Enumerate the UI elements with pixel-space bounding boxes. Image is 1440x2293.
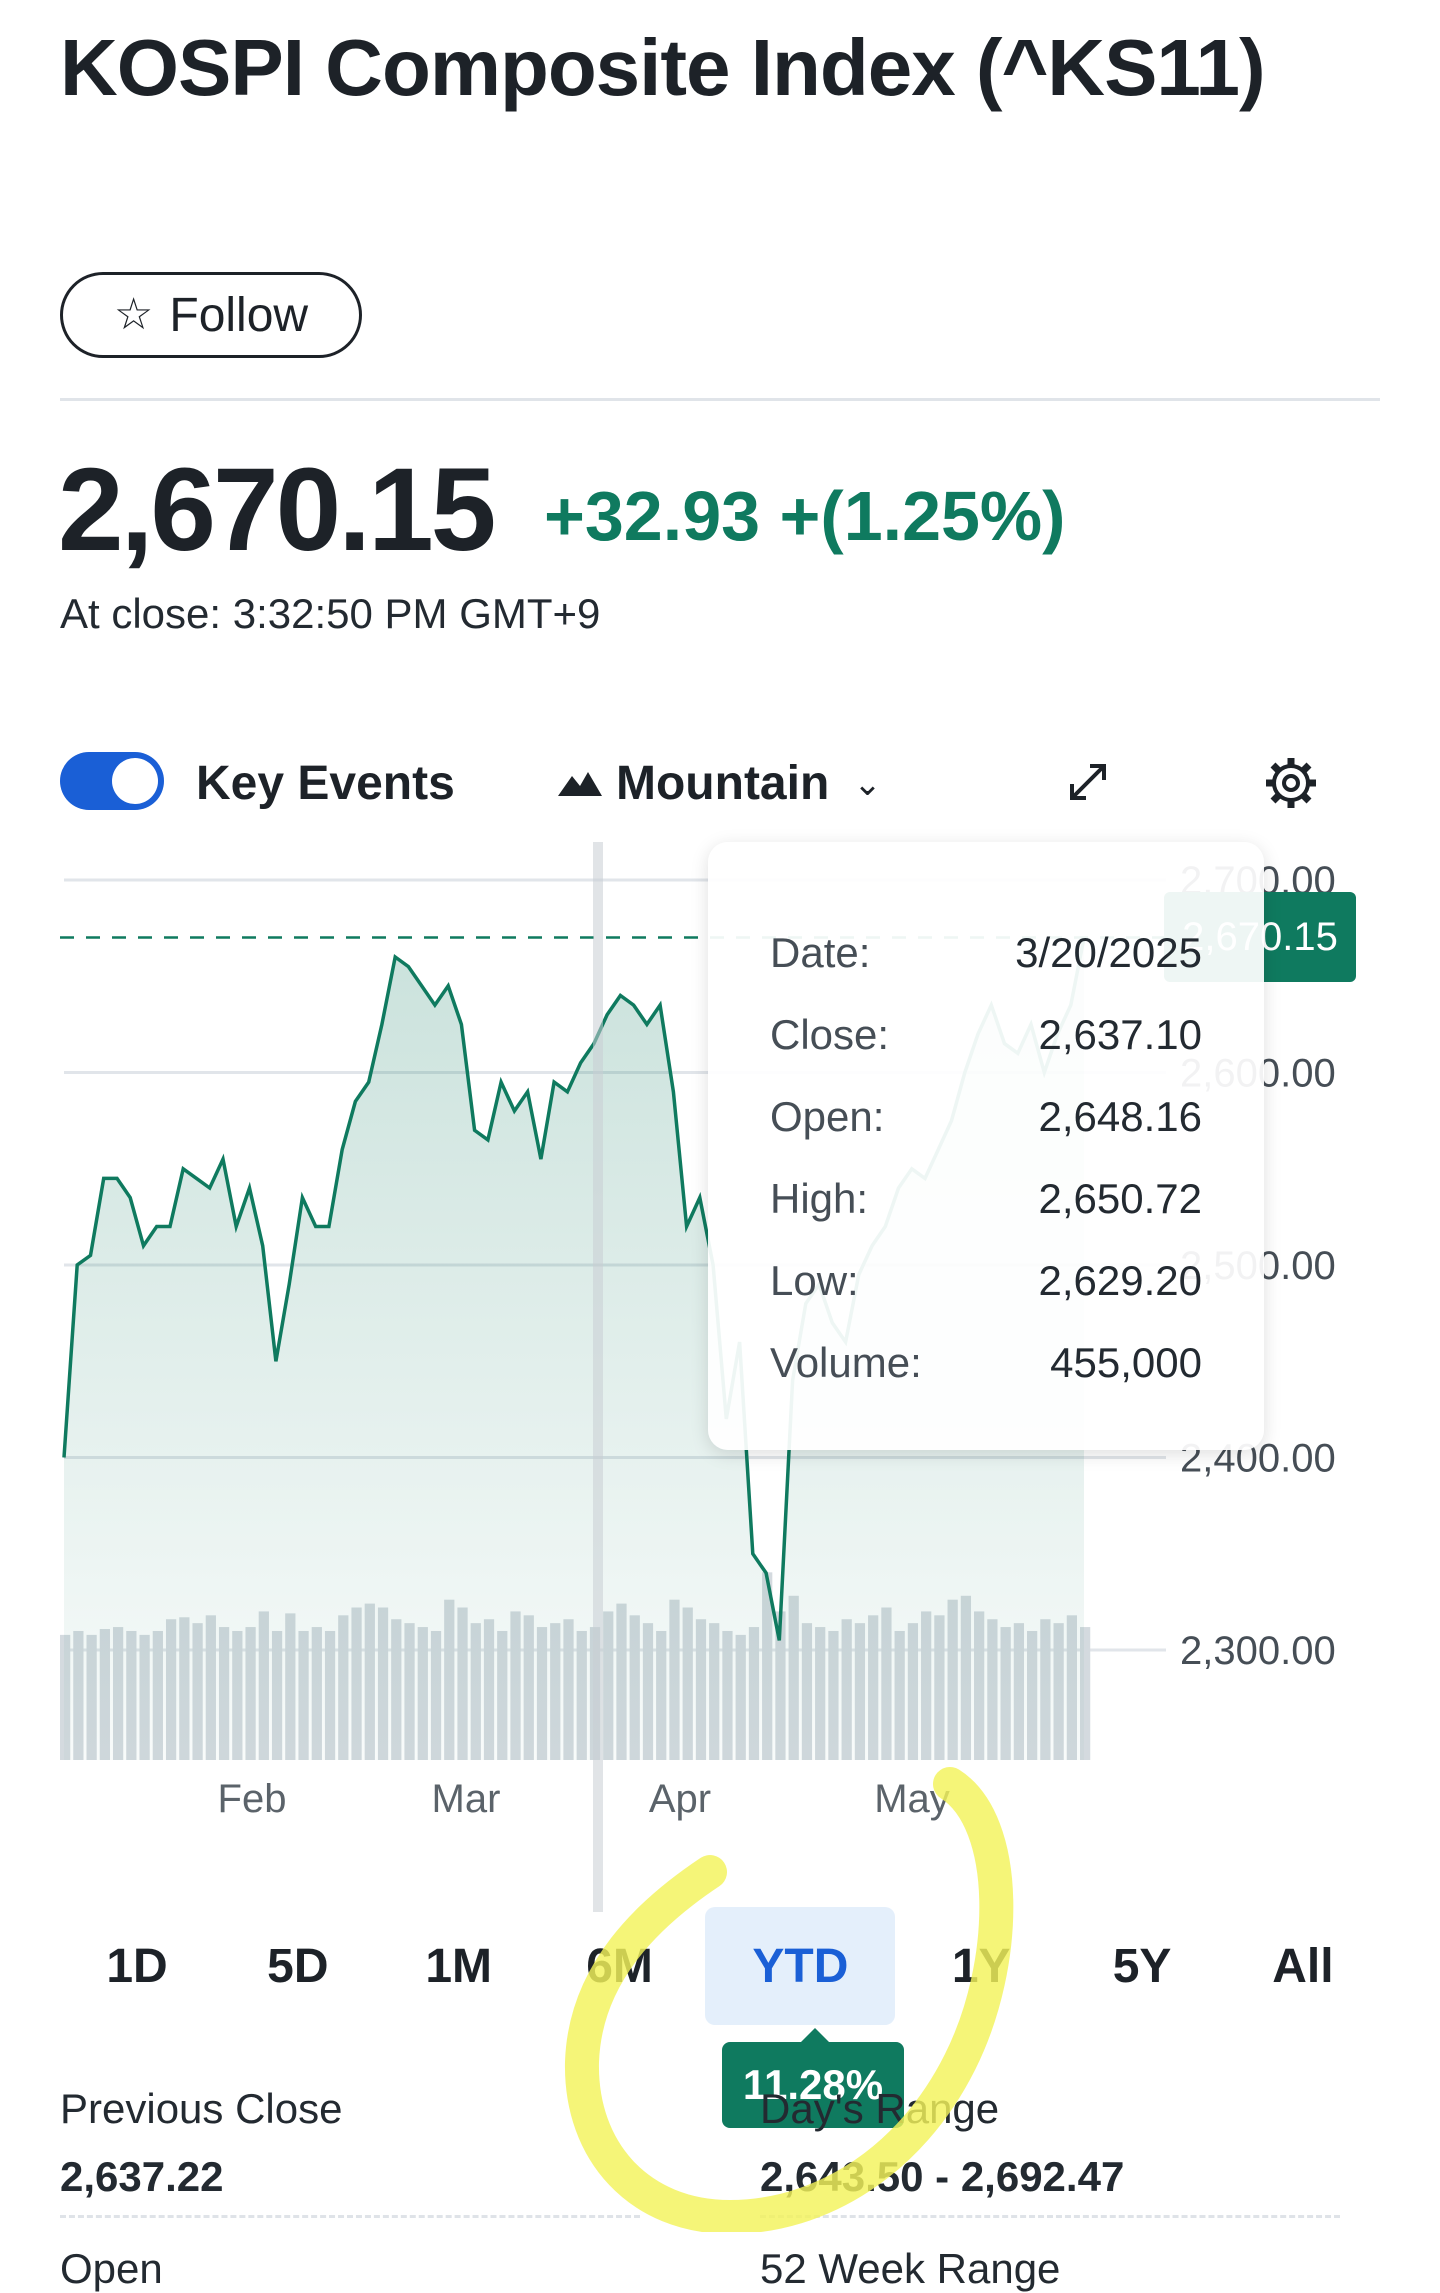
range-button-all[interactable]: All [1272,1939,1334,1993]
previous-close-label: Previous Close [60,2085,343,2132]
volume-bar [1080,1627,1091,1760]
tooltip-value: 2,648.16 [1038,1093,1203,1140]
x-tick-label: Apr [649,1777,711,1821]
header-divider [60,398,1380,401]
x-tick-label: May [874,1777,950,1821]
key-events-toggle[interactable] [60,752,164,810]
range-button-1m[interactable]: 1M [425,1939,493,1993]
days-range-value: 2,643.50 - 2,692.47 [760,2153,1125,2200]
previous-close-value: 2,637.22 [60,2153,224,2200]
key-events-label: Key Events [196,757,455,810]
close-time: At close: 3:32:50 PM GMT+9 [60,590,601,637]
tooltip-label: Low: [770,1257,859,1304]
tooltip-value: 3/20/2025 [1015,929,1202,976]
tooltip-row: Close: 2,637.10 [770,994,1202,1076]
tooltip-label: Open: [770,1093,885,1140]
chart-type-dropdown[interactable]: Mountain ⌄ [558,756,882,811]
chart-tooltip: Date: 3/20/2025 Close: 2,637.10 Open: 2,648.1… [708,842,1264,1450]
x-tick-label: Feb [218,1777,287,1821]
days-range-label: Day's Range [760,2085,1000,2132]
tooltip-row: Open: 2,648.16 [770,1076,1202,1158]
stats-divider-left [60,2215,640,2218]
range-selector: 1D 5D 1M 6M YTD 1Y 5Y All [62,1906,1378,2026]
mountain-icon [558,771,602,796]
tooltip-label: Close: [770,1011,890,1058]
tooltip-row: Volume: 455,000 [770,1322,1202,1404]
range-button-5d[interactable]: 5D [267,1939,329,1993]
tooltip-row: High: 2,650.72 [770,1158,1202,1240]
tooltip-value: 2,629.20 [1038,1257,1203,1304]
chevron-down-icon: ⌄ [853,764,882,803]
chart-type-label: Mountain [616,757,830,810]
stats-divider-right [760,2215,1340,2218]
toggle-knob [112,758,158,804]
tooltip-label: High: [770,1175,869,1222]
tooltip-row: Date: 3/20/2025 [770,912,1202,994]
week52-range-label: 52 Week Range [760,2245,1061,2292]
tooltip-value: 455,000 [1050,1339,1202,1386]
tooltip-label: Volume: [770,1339,922,1386]
tooltip-value: 2,650.72 [1038,1175,1203,1222]
range-button-6m[interactable]: 6M [586,1939,653,1993]
follow-label: Follow [169,288,309,342]
y-tick-label: 2,300.00 [1180,1629,1336,1673]
expand-icon[interactable] [1064,758,1112,806]
x-tick-label: Mar [432,1777,501,1821]
tooltip-label: Date: [770,929,871,976]
tooltip-row: Low: 2,629.20 [770,1240,1202,1322]
range-button-1y[interactable]: 1Y [951,1939,1011,1993]
crosshair-line [593,842,603,1912]
star-icon: ☆ [113,290,154,339]
range-button-5y[interactable]: 5Y [1112,1939,1172,1993]
range-button-ytd[interactable]: YTD [705,1907,896,2025]
gear-icon[interactable] [1264,756,1318,810]
current-price: 2,670.15 [58,444,496,576]
follow-button[interactable]: ☆ Follow [60,272,362,358]
tooltip-value: 2,637.10 [1038,1011,1203,1058]
range-button-1d[interactable]: 1D [106,1939,168,1993]
open-label: Open [60,2245,163,2292]
price-change: +32.93 +(1.25%) [544,477,1066,555]
page-title: KOSPI Composite Index (^KS11) [60,23,1266,112]
area-fill [64,937,1084,1760]
